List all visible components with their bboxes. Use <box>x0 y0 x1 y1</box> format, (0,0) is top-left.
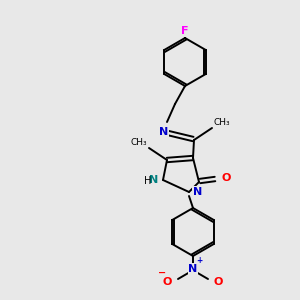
Text: CH₃: CH₃ <box>214 118 231 127</box>
Text: N: N <box>188 264 198 274</box>
Text: N: N <box>149 175 158 185</box>
Text: −: − <box>158 268 166 278</box>
Text: CH₃: CH₃ <box>130 138 147 147</box>
Text: +: + <box>196 256 202 265</box>
Text: F: F <box>181 26 189 36</box>
Text: H: H <box>144 176 151 186</box>
Text: N: N <box>193 187 202 197</box>
Text: O: O <box>163 277 172 287</box>
Text: O: O <box>214 277 224 287</box>
Text: N: N <box>159 127 169 137</box>
Text: O: O <box>222 173 231 183</box>
